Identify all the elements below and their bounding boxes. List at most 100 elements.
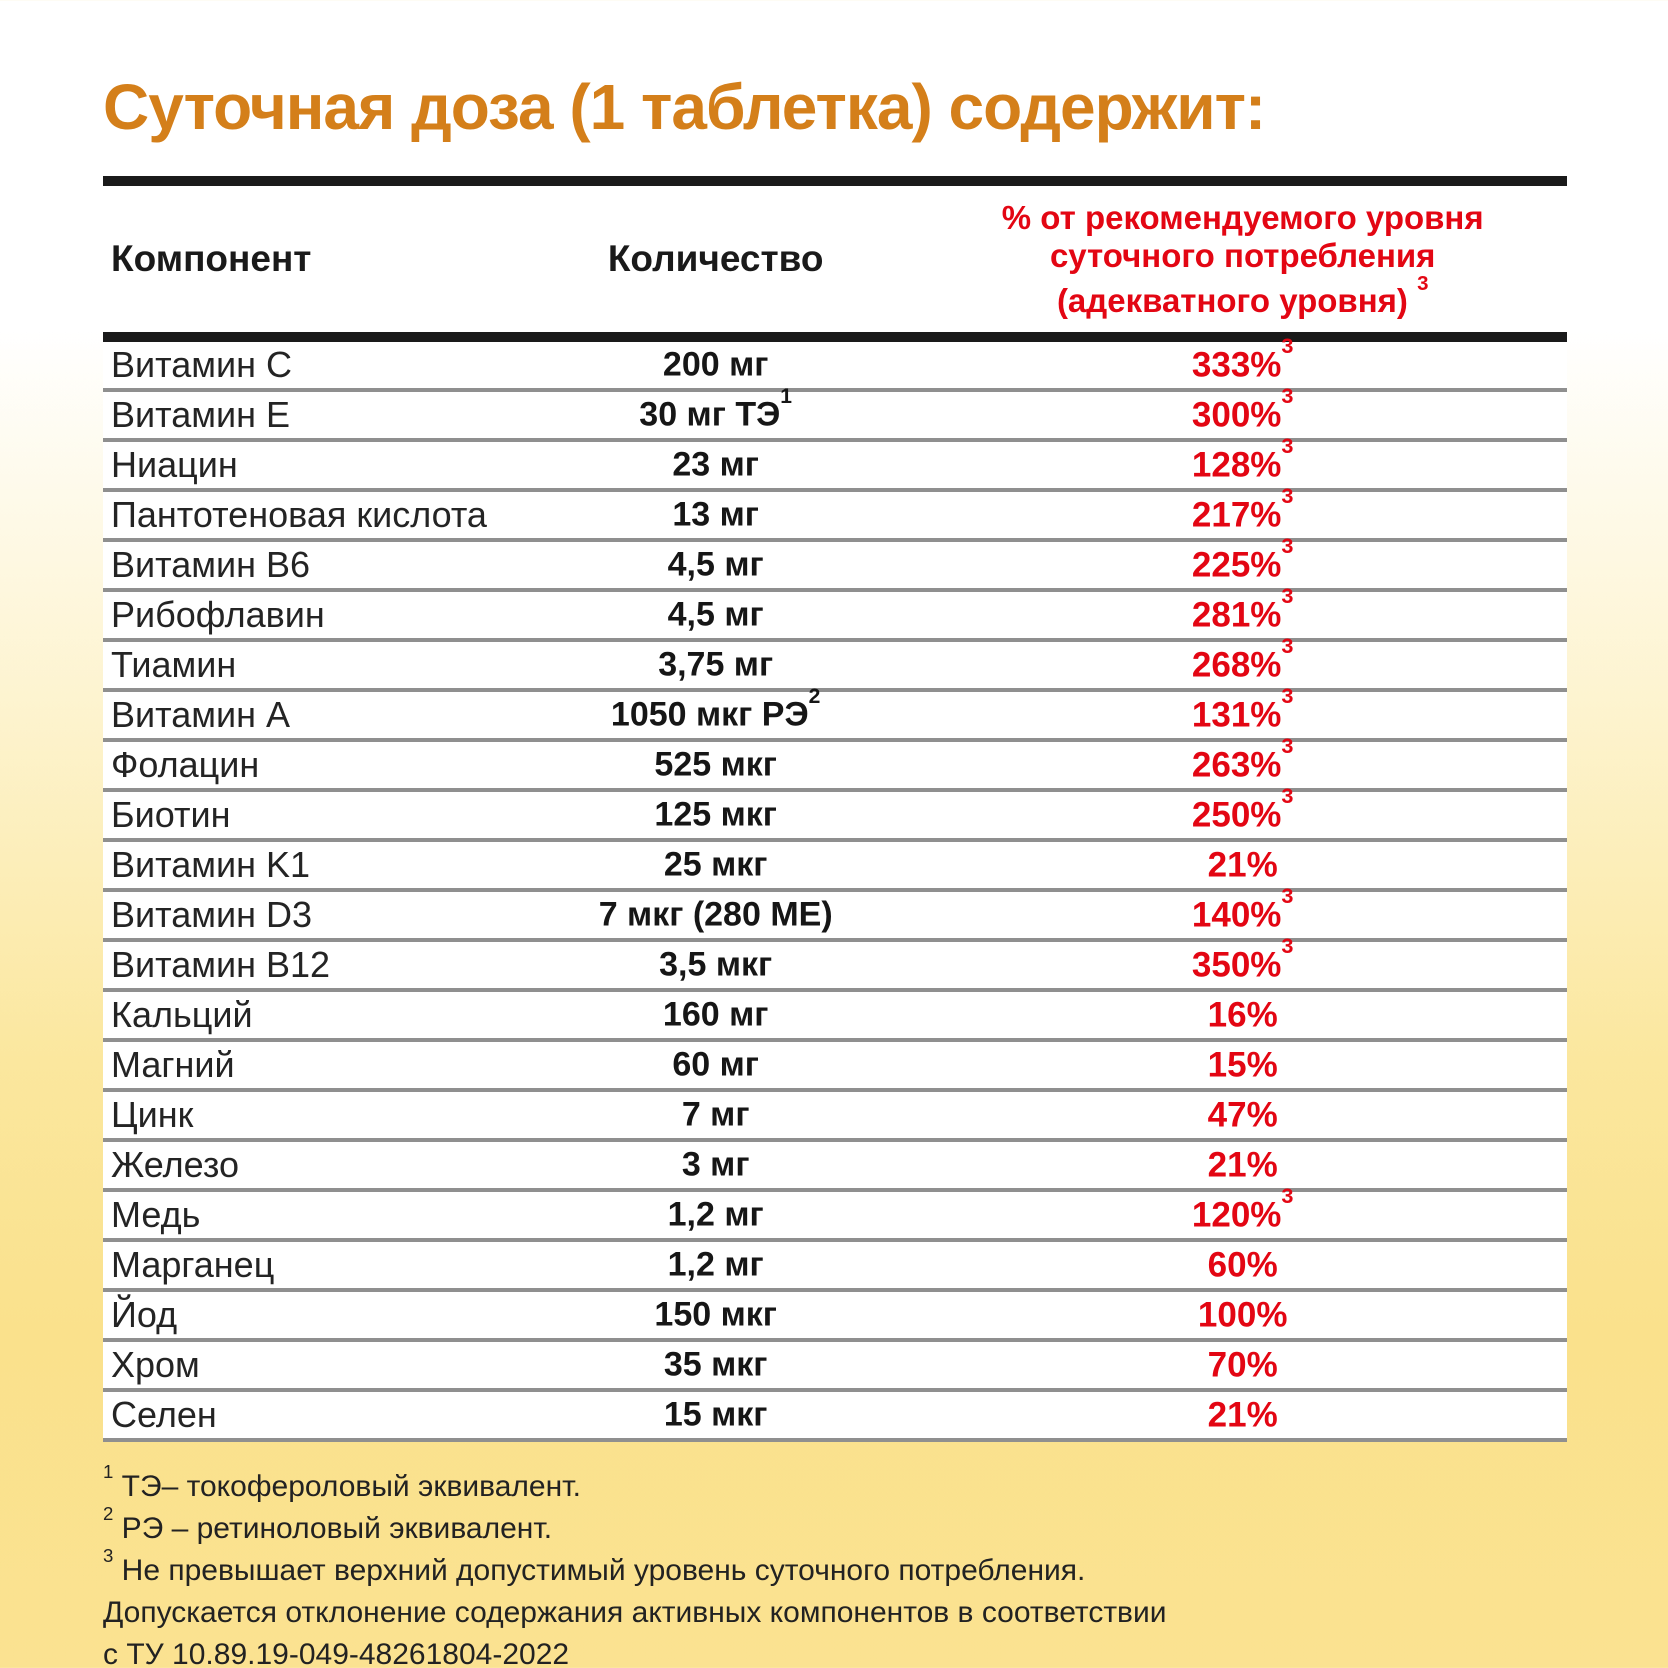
component-name: Железо — [111, 1144, 239, 1185]
component-name: Рибофлавин — [111, 594, 325, 635]
footnote-marker: 3 — [1417, 272, 1429, 296]
component-daily-value-percent: 47% — [1207, 1095, 1278, 1135]
footnote-marker: 2 — [808, 684, 821, 708]
table-row: Витамин E 30 мг ТЭ1 300%3 — [103, 383, 1567, 442]
component-name: Ниацин — [111, 444, 238, 485]
footnote-marker: 3 — [1281, 1183, 1294, 1209]
component-amount: 4,5 мг — [667, 545, 764, 584]
percent-header-line-1: % от рекомендуемого уровня — [1001, 198, 1484, 236]
table-row: Медь 1,2 мг 120%3 — [103, 1183, 1567, 1242]
page-title: Суточная доза (1 таблетка) содержит: — [103, 71, 1266, 143]
footnote-tu-number: с ТУ 10.89.19-049-48261804-2022 — [103, 1638, 570, 1668]
footnote-marker: 3 — [1281, 633, 1294, 659]
component-daily-value-percent: 250%3 — [1191, 783, 1294, 835]
table-row: Железо 3 мг 21% — [103, 1142, 1567, 1192]
footnote-marker: 3 — [1281, 583, 1294, 609]
percent-header-line-3: (адекватного уровня) 3 — [1056, 272, 1429, 319]
table-row: Витамин D3 7 мкг (280 МЕ) 140%3 — [103, 883, 1567, 942]
footnote-marker: 1 — [780, 384, 793, 408]
component-daily-value-percent: 300%3 — [1191, 383, 1294, 435]
component-daily-value-percent: 21% — [1207, 1395, 1278, 1435]
component-name: Марганец — [111, 1244, 275, 1285]
table-top-rule — [103, 176, 1567, 186]
component-daily-value-percent: 263%3 — [1191, 733, 1294, 785]
table-row: Цинк 7 мг 47% — [103, 1092, 1567, 1142]
column-header-amount: Количество — [607, 238, 824, 279]
component-name: Витамин K1 — [111, 844, 311, 885]
table-row: Селен 15 мкг 21% — [103, 1392, 1567, 1442]
component-amount: 13 мг — [672, 495, 759, 534]
component-amount: 3,5 мкг — [659, 945, 773, 984]
table-row: Витамин A 1050 мкг РЭ2 131%3 — [103, 683, 1567, 742]
component-name: Витамин B12 — [111, 944, 331, 985]
component-name: Цинк — [111, 1094, 194, 1135]
component-daily-value-percent: 140%3 — [1191, 883, 1294, 935]
component-daily-value-percent: 268%3 — [1191, 633, 1294, 685]
component-name: Пантотеновая кислота — [111, 494, 487, 535]
component-name: Хром — [111, 1344, 200, 1385]
component-name: Селен — [111, 1394, 217, 1435]
footnote-marker: 3 — [1281, 883, 1294, 909]
component-name: Витамин E — [111, 394, 290, 435]
component-name: Витамин B6 — [111, 544, 311, 585]
component-daily-value-percent: 225%3 — [1191, 533, 1294, 585]
footnote-marker: 3 — [1281, 383, 1294, 409]
table-row: Ниацин 23 мг 128%3 — [103, 433, 1567, 492]
component-amount: 7 мг — [681, 1095, 750, 1134]
component-daily-value-percent: 333%3 — [1191, 333, 1294, 385]
component-daily-value-percent: 350%3 — [1191, 933, 1294, 985]
component-daily-value-percent: 120%3 — [1191, 1183, 1294, 1235]
table-row: Витамин C 200 мг 333%3 — [103, 333, 1567, 392]
table-row: Фолацин 525 мкг 263%3 — [103, 733, 1567, 792]
component-daily-value-percent: 128%3 — [1191, 433, 1294, 485]
component-name: Йод — [111, 1294, 178, 1335]
footnotes: 1 ТЭ– токофероловый эквивалент. 2 РЭ – р… — [103, 1460, 1567, 1668]
component-name: Витамин A — [111, 694, 290, 735]
component-daily-value-percent: 60% — [1207, 1245, 1278, 1285]
component-daily-value-percent: 131%3 — [1191, 683, 1294, 735]
footnote-deviation: Допускается отклонение содержания активн… — [103, 1596, 1167, 1629]
table-row: Магний 60 мг 15% — [103, 1042, 1567, 1092]
percent-header-line-2: суточного потребления — [1049, 236, 1436, 274]
table-row: Витамин B6 4,5 мг 225%3 — [103, 533, 1567, 592]
footnote-marker: 1 — [103, 1460, 114, 1482]
component-amount: 4,5 мг — [667, 595, 764, 634]
component-amount: 30 мг ТЭ1 — [639, 384, 793, 434]
component-amount: 60 мг — [672, 1045, 759, 1084]
component-name: Биотин — [111, 794, 231, 835]
table-row: Хром 35 мкг 70% — [103, 1342, 1567, 1392]
table-header-row: Компонент Количество % от рекомендуемого… — [103, 186, 1567, 332]
table-body: Витамин C 200 мг 333%3 Витамин E 30 мг Т… — [103, 333, 1567, 1442]
component-name: Фолацин — [111, 744, 260, 785]
component-daily-value-percent: 21% — [1207, 845, 1278, 885]
component-daily-value-percent: 70% — [1207, 1345, 1278, 1385]
supplement-facts-panel: Суточная доза (1 таблетка) содержит: Ком… — [103, 0, 1567, 1668]
component-amount: 35 мкг — [663, 1345, 768, 1384]
nutrition-table: Компонент Количество % от рекомендуемого… — [103, 176, 1567, 1442]
footnote-marker: 3 — [1281, 433, 1294, 459]
component-name: Магний — [111, 1044, 235, 1085]
footnote-marker: 3 — [1281, 783, 1294, 809]
component-daily-value-percent: 21% — [1207, 1145, 1278, 1185]
table-row: Рибофлавин 4,5 мг 281%3 — [103, 583, 1567, 642]
footnote-marker: 3 — [103, 1544, 114, 1566]
component-daily-value-percent: 281%3 — [1191, 583, 1294, 635]
table-row: Тиамин 3,75 мг 268%3 — [103, 633, 1567, 692]
component-name: Тиамин — [111, 644, 237, 685]
component-name: Витамин D3 — [111, 894, 312, 935]
table-row: Йод 150 мкг 100% — [103, 1292, 1567, 1342]
component-name: Кальций — [111, 994, 253, 1035]
footnote-re: 2 РЭ – ретиноловый эквивалент. — [103, 1502, 553, 1545]
footnote-marker: 3 — [1281, 683, 1294, 709]
table-row: Пантотеновая кислота 13 мг 217%3 — [103, 483, 1567, 542]
table-row: Марганец 1,2 мг 60% — [103, 1242, 1567, 1292]
component-amount: 150 мкг — [654, 1295, 777, 1334]
component-amount: 1,2 мг — [667, 1195, 764, 1234]
component-name: Медь — [111, 1194, 201, 1235]
column-header-component: Компонент — [111, 238, 312, 279]
component-amount: 525 мкг — [654, 745, 777, 784]
component-amount: 160 мг — [662, 995, 769, 1034]
table-row: Витамин K1 25 мкг 21% — [103, 842, 1567, 892]
component-amount: 15 мкг — [663, 1395, 768, 1434]
component-amount: 200 мг — [662, 345, 769, 384]
